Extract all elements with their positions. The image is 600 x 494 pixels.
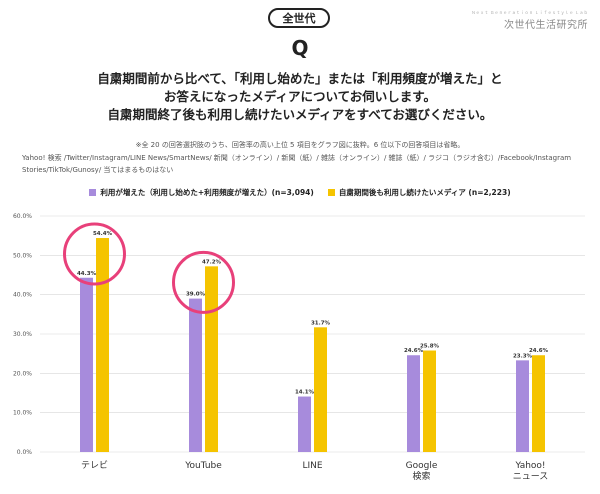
- legend-item-series-2: 自粛期間後も利用し続けたいメディア (n=2,223): [327, 187, 511, 198]
- data-label: 25.8%: [420, 344, 440, 350]
- data-label: 24.6%: [529, 348, 549, 354]
- y-tick-label: 40.0%: [13, 292, 32, 299]
- logo-title: 次世代生活研究所: [504, 20, 588, 31]
- x-category-label: Yahoo!: [514, 461, 545, 471]
- bar-increased: [407, 355, 420, 452]
- brand-logo: Ｎｅｘｔ Ｇｅｎｅｒａｔｉｏｎ Ｌｉｆｅｓｔｙｌｅ Ｌａｂ 次世代生活研究所: [471, 10, 588, 31]
- question-line-3: 自粛期間終了後も利用し続けたいメディアをすべてお選びください。: [107, 107, 493, 122]
- highlight-circle: [63, 222, 126, 286]
- bar-continue: [532, 355, 545, 452]
- y-tick-label: 20.0%: [13, 370, 32, 377]
- y-tick-label: 10.0%: [13, 410, 32, 417]
- y-tick-label: 60.0%: [13, 213, 32, 220]
- logo-subtitle: Ｎｅｘｔ Ｇｅｎｅｒａｔｉｏｎ Ｌｉｆｅｓｔｙｌｅ Ｌａｂ: [471, 10, 588, 15]
- x-category-label: LINE: [302, 461, 322, 471]
- bar-continue: [205, 266, 218, 452]
- x-category-label: 検索: [412, 470, 430, 482]
- x-category-label: Google: [406, 461, 438, 471]
- data-label: 24.6%: [404, 348, 424, 354]
- footnote-omitted-items: Yahoo! 検索 /Twitter/Instagram/LINE News/S…: [22, 154, 572, 174]
- y-tick-label: 50.0%: [13, 252, 32, 259]
- data-label: 23.3%: [513, 353, 533, 359]
- legend-swatch-series-2: [327, 189, 335, 196]
- bar-continue: [96, 238, 109, 452]
- data-label: 44.3%: [77, 271, 97, 277]
- legend-label-series-1: 利用が増えた（利用し始めた+利用頻度が増えた）(n=3,094): [100, 188, 314, 197]
- generation-badge: 全世代: [268, 8, 330, 28]
- bar-continue: [314, 327, 327, 452]
- data-label: 39.0%: [186, 292, 206, 298]
- data-label: 47.2%: [202, 259, 222, 265]
- footnote-selection: ※全 20 の回答選択肢のうち、回答率の高い上位 5 項目をグラフ図に抜粋。6 …: [135, 141, 465, 149]
- data-label: 31.7%: [311, 320, 331, 326]
- highlight-circle: [172, 250, 235, 314]
- x-category-label: ニュース: [513, 472, 549, 482]
- legend-swatch-series-1: [89, 189, 97, 196]
- chart-legend: 利用が増えた（利用し始めた+利用頻度が増えた）(n=3,094) 自粛期間後も利…: [0, 187, 600, 198]
- bar-increased: [516, 360, 529, 452]
- bar-increased: [189, 298, 202, 452]
- bar-increased: [298, 396, 311, 452]
- bar-increased: [80, 277, 93, 452]
- legend-item-series-1: 利用が増えた（利用し始めた+利用頻度が増えた）(n=3,094): [89, 187, 314, 198]
- data-label: 54.4%: [93, 231, 113, 237]
- legend-label-series-2: 自粛期間後も利用し続けたいメディア (n=2,223): [338, 188, 511, 197]
- x-category-label: YouTube: [184, 461, 222, 471]
- data-label: 14.1%: [295, 390, 315, 396]
- question-line-1: 自粛期間前から比べて、「利用し始めた」または「利用頻度が増えた」と: [97, 71, 503, 86]
- question-mark-heading: Q: [291, 36, 309, 60]
- bar-continue: [423, 350, 436, 452]
- y-tick-label: 30.0%: [13, 331, 32, 338]
- question-text: 自粛期間前から比べて、「利用し始めた」または「利用頻度が増えた」と お答えになっ…: [0, 70, 600, 124]
- y-tick-label: 0.0%: [17, 449, 33, 456]
- x-category-label: テレビ: [81, 460, 108, 471]
- question-line-2: お答えになったメディアについてお伺いします。: [163, 89, 437, 104]
